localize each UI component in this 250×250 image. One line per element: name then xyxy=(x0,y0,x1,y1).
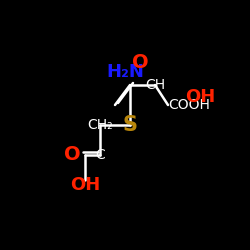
Text: H₂N: H₂N xyxy=(106,63,144,81)
Text: CH: CH xyxy=(145,78,165,92)
Text: O: O xyxy=(132,52,148,72)
Text: OH: OH xyxy=(70,176,100,194)
Text: COOH: COOH xyxy=(168,98,210,112)
Text: OH: OH xyxy=(185,88,215,106)
Text: C: C xyxy=(95,148,105,162)
Text: CH₂: CH₂ xyxy=(87,118,113,132)
Text: S: S xyxy=(122,115,138,135)
Text: O: O xyxy=(64,146,80,165)
